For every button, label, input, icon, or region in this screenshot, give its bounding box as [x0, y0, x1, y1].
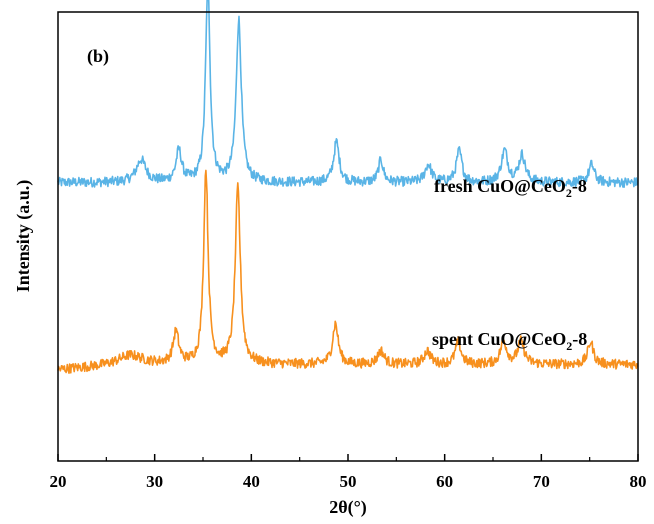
- x-tick-label-30: 30: [146, 472, 163, 491]
- series-label-fresh-sub: 2: [566, 186, 572, 200]
- series-label-spent-tail: -8: [572, 329, 587, 349]
- x-tick-label-20: 20: [50, 472, 67, 491]
- x-tick-label-40: 40: [243, 472, 260, 491]
- series-label-spent-sub: 2: [566, 339, 572, 353]
- series-layer: [57, 0, 639, 375]
- series-label-fresh-main: fresh CuO@CeO: [434, 176, 566, 196]
- panel-label: (b): [87, 46, 109, 67]
- x-tick-label-80: 80: [630, 472, 647, 491]
- x-tick-label-60: 60: [436, 472, 453, 491]
- y-axis-label: Intensity (a.u.): [13, 180, 34, 293]
- x-axis-ticks: 20 30 40 50 60 70 80: [50, 454, 647, 491]
- plot-frame: [57, 11, 639, 462]
- series-label-spent-main: spent CuO@CeO: [432, 329, 566, 349]
- series-line-spent: [57, 169, 639, 375]
- x-tick-label-70: 70: [533, 472, 550, 491]
- series-label-spent: spent CuO@CeO2-8: [432, 329, 587, 353]
- series-label-fresh: fresh CuO@CeO2-8: [434, 176, 587, 200]
- series-label-fresh-tail: -8: [572, 176, 587, 196]
- x-tick-label-50: 50: [340, 472, 357, 491]
- series-line-fresh: [57, 0, 639, 188]
- x-axis-label: 2θ(°): [329, 497, 367, 518]
